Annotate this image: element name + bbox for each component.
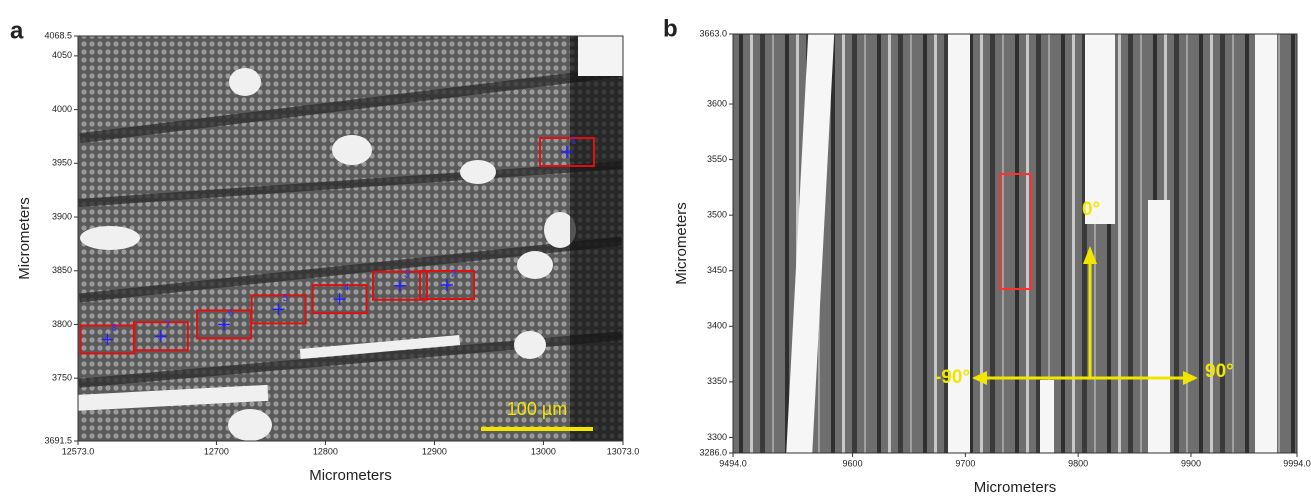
y-tick-label: 3750 <box>52 373 72 383</box>
roi-label: 6 <box>228 308 234 319</box>
y-tick-label: 3350 <box>707 376 727 386</box>
angle-label: 90° <box>1205 361 1234 382</box>
y-tick-label: 3300 <box>707 432 727 442</box>
y-tick-label: 3663.0 <box>699 28 727 38</box>
plot-frame <box>77 35 624 442</box>
roi-box <box>418 270 475 301</box>
roi-label: 5 <box>283 293 289 304</box>
y-tick-label: 3500 <box>707 210 727 220</box>
y-axis-label: Micrometers <box>16 197 33 280</box>
roi-label: 7 <box>165 320 171 331</box>
x-axis-label: Micrometers <box>309 467 392 484</box>
x-tick-label: 9994.0 <box>1283 458 1311 468</box>
roi-label: 1 <box>571 136 577 147</box>
y-tick-label: 3400 <box>707 321 727 331</box>
y-tick-label: 3900 <box>52 211 72 221</box>
orientation-arrows <box>985 262 1185 380</box>
y-tick-label: 3800 <box>52 319 72 329</box>
plot-frame <box>732 33 1298 454</box>
roi-label: 3 <box>404 269 410 280</box>
roi-label: 2 <box>451 269 457 280</box>
roi-box <box>538 137 595 168</box>
panel-letter: b <box>663 15 678 42</box>
x-tick-label: 9600 <box>843 458 863 468</box>
scale-bar-label: 100 µm <box>507 399 567 419</box>
x-tick-label: 12800 <box>313 446 338 456</box>
panel-letter: a <box>10 17 24 44</box>
roi-center <box>440 279 453 292</box>
roi-box <box>250 294 307 325</box>
x-tick-label: 9494.0 <box>719 458 747 468</box>
roi-box <box>196 309 253 340</box>
x-tick-label: 9800 <box>1068 458 1088 468</box>
x-tick-label: 12700 <box>204 446 229 456</box>
y-tick-label: 4000 <box>52 104 72 114</box>
y-tick-label: 3286.0 <box>699 447 727 457</box>
y-tick-label: 3691.5 <box>44 435 72 445</box>
roi-label: 4 <box>344 283 350 294</box>
x-tick-label: 12900 <box>422 446 447 456</box>
y-tick-label: 4068.5 <box>44 30 72 40</box>
roi-center <box>333 293 346 306</box>
y-tick-label: 3550 <box>707 154 727 164</box>
roi-center <box>154 330 167 343</box>
y-tick-label: 3950 <box>52 158 72 168</box>
roi-center <box>218 318 231 331</box>
x-tick-label: 9900 <box>1181 458 1201 468</box>
roi-center <box>393 279 406 292</box>
micrograph-a <box>77 36 623 441</box>
y-tick-label: 3450 <box>707 265 727 275</box>
x-tick-label: 13073.0 <box>607 446 640 456</box>
roi-center <box>560 146 573 159</box>
roi-box <box>311 284 368 315</box>
roi-box <box>79 324 136 355</box>
roi-box <box>371 270 428 301</box>
y-tick-label: 4050 <box>52 50 72 60</box>
roi-center <box>101 333 114 346</box>
roi-center <box>272 303 285 316</box>
x-tick-label: 9700 <box>955 458 975 468</box>
y-tick-label: 3850 <box>52 265 72 275</box>
micrograph-b <box>733 34 1297 453</box>
x-axis-label: Micrometers <box>974 479 1057 496</box>
y-axis-label: Micrometers <box>673 202 690 285</box>
angle-label: -90° <box>935 367 970 388</box>
roi-box <box>999 173 1032 290</box>
roi-label: 8 <box>111 323 117 334</box>
x-tick-label: 13000 <box>531 446 556 456</box>
y-tick-label: 3600 <box>707 98 727 108</box>
x-tick-label: 12573.0 <box>62 446 95 456</box>
angle-label: 0° <box>1082 199 1100 220</box>
